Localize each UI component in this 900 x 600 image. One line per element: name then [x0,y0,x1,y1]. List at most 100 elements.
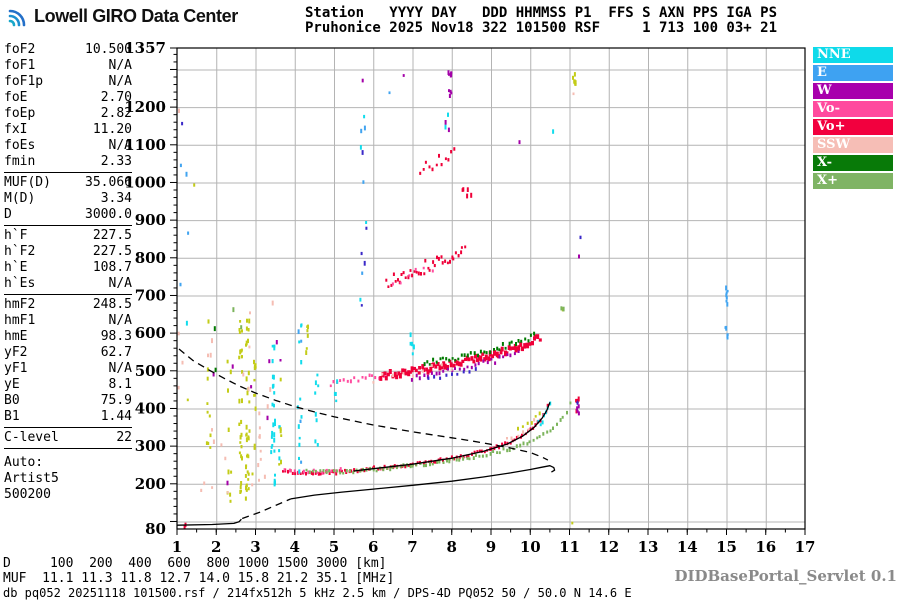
param-value: 108.7 [92,260,132,275]
param-row-foE: foE 2.70 [4,90,132,106]
measurement-info-line: db pq052 20251118 101500.rsf / 214fx512h… [3,586,632,600]
x-tick-label: 13 [638,538,659,556]
servlet-watermark: DIDBasePortal_Servlet 0.1 [674,567,897,585]
x-tick-label: 7 [407,538,417,556]
param-value: 10.500 [85,42,132,57]
y-tick-label: 800 [135,249,166,267]
x-tick-label: 11 [559,538,580,556]
param-label: hmF1 [4,313,36,328]
parameter-panel: foF2 10.500 foF1 N/A foF1p N/A foE 2.70 foEp 2.82… [4,42,132,503]
x-tick-label: 6 [368,538,378,556]
param-row-MD: M(D) 3.34 [4,191,132,207]
legend-item-X-: X- [813,155,893,171]
param-value: 227.5 [92,228,132,243]
param-value: N/A [108,138,132,153]
legend-item-NNE: NNE [813,47,893,63]
param-row-Clevel: C-level 22 [4,430,132,446]
station-header: Station YYYY DAY DDD HHMMSS P1 FFS S AXN… [305,6,777,36]
panel-divider [4,172,132,173]
param-label: fxI [4,122,28,137]
y-tick-label: 1000 [124,173,166,191]
profile-line [290,465,556,500]
x-tick-label: 4 [290,538,300,556]
param-row-hF2: h`F2 227.5 [4,244,132,260]
x-tick-label: 10 [520,538,541,556]
legend-item-X+: X+ [813,173,893,189]
param-label: foE [4,90,28,105]
param-label: foF1 [4,58,36,73]
y-tick-label: 1357 [124,39,166,57]
param-value: 227.5 [92,244,132,259]
param-row-B1: B1 1.44 [4,409,132,425]
legend-item-W: W [813,83,893,99]
param-row-foEp: foEp 2.82 [4,106,132,122]
param-value: N/A [108,313,132,328]
param-label: yF2 [4,345,28,360]
station-header-values: Pruhonice 2025 Nov18 322 101500 RSF 1 71… [305,20,778,36]
param-label: yE [4,377,20,392]
param-label: h`F2 [4,244,36,259]
param-row-fxI: fxI 11.20 [4,122,132,138]
transmission-line [178,348,549,461]
param-row-foEs: foEs N/A [4,138,132,154]
y-tick-label: 200 [135,475,166,493]
logo: Lowell GIRO Data Center [6,5,238,27]
param-label: B1 [4,409,20,424]
param-value: 11.20 [92,122,132,137]
param-label: yF1 [4,361,28,376]
param-label: foEs [4,138,36,153]
x-tick-label: 15 [716,538,737,556]
param-row-hmF2: hmF2 248.5 [4,297,132,313]
param-label: MUF(D) [4,175,51,190]
y-tick-label: 500 [135,362,166,380]
param-label: h`Es [4,276,36,291]
param-row-yF2: yF2 62.7 [4,345,132,361]
param-label: B0 [4,393,20,408]
param-row-hEs: h`Es N/A [4,276,132,292]
panel-divider [4,225,132,226]
param-value: 35.066 [85,175,132,190]
model-line [353,402,551,472]
param-row-foF1: foF1 N/A [4,58,132,74]
param-value: 75.9 [100,393,132,408]
param-value: 3.34 [100,191,132,206]
param-label: h`F [4,228,28,243]
param-label: hmE [4,329,28,344]
y-tick-label: 600 [135,324,166,342]
param-row-yF1: yF1 N/A [4,361,132,377]
param-value: 2.33 [100,154,132,169]
param-value: 1.44 [100,409,132,424]
param-label: h`E [4,260,28,275]
muf-row: MUF 11.1 11.3 11.8 12.7 14.0 15.8 21.2 3… [3,571,395,586]
param-row-yE: yE 8.1 [4,377,132,393]
x-tick-label: 1 [172,538,182,556]
panel-divider [4,294,132,295]
param-row-hmF1: hmF1 N/A [4,313,132,329]
param-value: 2.82 [100,106,132,121]
param-row-foF1p: foF1p N/A [4,74,132,90]
x-tick-label: 5 [329,538,339,556]
param-label: foEp [4,106,36,121]
param-label: fmin [4,154,36,169]
param-row-hE: h`E 108.7 [4,260,132,276]
x-tick-label: 17 [795,538,816,556]
param-value: N/A [108,276,132,291]
logo-text: Lowell GIRO Data Center [34,5,238,26]
param-value: 22 [116,430,132,445]
x-tick-label: 14 [677,538,698,556]
panel-divider [4,448,132,449]
param-row-fmin: fmin 2.33 [4,154,132,170]
param-row-hmE: hmE 98.3 [4,329,132,345]
param-label: M(D) [4,191,36,206]
param-label: hmF2 [4,297,36,312]
y-tick-label: 1200 [124,98,166,116]
y-tick-label: 900 [135,211,166,229]
param-value: N/A [108,361,132,376]
param-value: 62.7 [100,345,132,360]
valley-line [241,498,292,520]
legend-item-Vo-: Vo- [813,101,893,117]
param-row-foF2: foF2 10.500 [4,42,132,58]
param-value: N/A [108,58,132,73]
